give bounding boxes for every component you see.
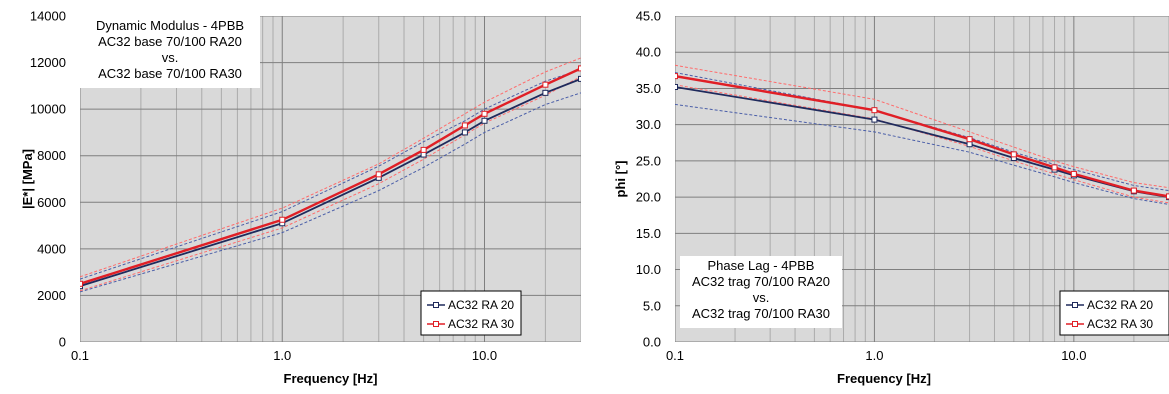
annotation-box <box>80 16 260 88</box>
legend-label: AC32 RA 30 <box>448 317 514 331</box>
series-group <box>80 57 581 293</box>
confidence-band-upper-line <box>675 72 1169 192</box>
x-axis-title: Frequency [Hz] <box>284 371 378 386</box>
legend-swatch-marker <box>433 321 439 327</box>
confidence-band-lower-line <box>80 76 581 292</box>
data-point <box>1051 164 1058 171</box>
legend: AC32 RA 20 AC32 RA 30 <box>1059 290 1169 336</box>
annotation-line: vs. <box>753 290 770 305</box>
y-tick-label: 8000 <box>37 148 66 163</box>
data-point <box>578 75 581 82</box>
data-point <box>966 141 973 148</box>
legend-label: AC32 RA 20 <box>1087 298 1153 312</box>
data-point <box>542 89 549 96</box>
x-tick-label: 1.0 <box>865 348 883 363</box>
series-group <box>675 64 1169 205</box>
confidence-band-upper-line <box>675 64 1169 189</box>
y-axis-title: |E*| [MPa] <box>20 149 35 209</box>
y-tick-label: 25.0 <box>636 153 661 168</box>
legend: AC32 RA 20 AC32 RA 30 <box>420 290 522 336</box>
legend-swatch-marker <box>1072 302 1078 308</box>
data-point <box>1130 187 1137 194</box>
y-tick-label: 10000 <box>30 102 66 117</box>
y-tick-label: 15.0 <box>636 226 661 241</box>
y-tick-label: 6000 <box>37 195 66 210</box>
x-tick-label: 1.0 <box>273 348 291 363</box>
annotation-line: AC32 trag 70/100 RA20 <box>692 274 830 289</box>
data-point <box>542 81 549 88</box>
data-point <box>461 129 468 136</box>
legend-swatch-marker <box>433 302 439 308</box>
y-tick-label: 5.0 <box>643 298 661 313</box>
y-tick-label: 14000 <box>30 9 66 24</box>
confidence-band-lower-line <box>80 92 581 293</box>
data-point <box>481 110 488 117</box>
modulus-chart: 0 2000 4000 6000 8000 10000 12000 14000 0.1 1.0 10… <box>20 9 581 386</box>
y-tick-label: 45.0 <box>636 9 661 24</box>
annotation-line: AC32 trag 70/100 RA30 <box>692 306 830 321</box>
series-line-ra20 <box>80 78 581 287</box>
annotation-line: vs. <box>162 50 179 65</box>
data-point <box>80 280 83 287</box>
annotation-line: Dynamic Modulus - 4PBB <box>96 18 244 33</box>
y-tick-label: 35.0 <box>636 81 661 96</box>
data-point <box>420 146 427 153</box>
confidence-band-upper-line <box>80 69 581 280</box>
data-point <box>871 107 878 114</box>
phase-chart: 0.0 5.0 10.0 15.0 20.0 25.0 30.0 35.0 40.0 45.0 0.… <box>613 9 1169 386</box>
series-line-ra30 <box>675 74 1169 198</box>
data-point <box>375 171 382 178</box>
y-tick-label: 2000 <box>37 288 66 303</box>
data-point <box>675 73 678 80</box>
annotation-box <box>680 256 842 328</box>
data-point <box>966 136 973 143</box>
legend-label: AC32 RA 20 <box>448 298 514 312</box>
y-tick-label: 20.0 <box>636 190 661 205</box>
x-tick-label: 10.0 <box>472 348 497 363</box>
x-tick-label: 10.0 <box>1061 348 1086 363</box>
confidence-band-lower-line <box>675 103 1169 205</box>
series-line-ra30 <box>80 67 581 285</box>
x-tick-label: 0.1 <box>71 348 89 363</box>
data-point <box>871 116 878 123</box>
data-point <box>578 65 581 72</box>
legend-box <box>420 290 522 336</box>
data-point <box>675 83 678 90</box>
x-axis-title: Frequency [Hz] <box>837 371 931 386</box>
y-tick-label: 12000 <box>30 55 66 70</box>
annotation-line: AC32 base 70/100 RA30 <box>98 66 242 81</box>
data-point <box>481 117 488 124</box>
data-point <box>1166 193 1169 200</box>
y-tick-label: 4000 <box>37 241 66 256</box>
y-tick-label: 40.0 <box>636 45 661 60</box>
legend-label: AC32 RA 30 <box>1087 317 1153 331</box>
y-axis-title: phi [°] <box>613 161 628 198</box>
y-tick-label: 0 <box>59 335 66 350</box>
y-tick-label: 10.0 <box>636 262 661 277</box>
legend-swatch-marker <box>1072 321 1078 327</box>
legend-box <box>1059 290 1169 336</box>
y-tick-label: 30.0 <box>636 117 661 132</box>
y-tick-label: 0.0 <box>643 335 661 350</box>
data-point <box>1010 151 1017 158</box>
confidence-band-upper-line <box>80 57 581 278</box>
confidence-band-lower-line <box>675 84 1169 204</box>
data-point <box>279 216 286 223</box>
data-point <box>1070 170 1077 177</box>
annotation-line: Phase Lag - 4PBB <box>708 258 815 273</box>
data-point <box>461 122 468 129</box>
x-tick-label: 0.1 <box>666 348 684 363</box>
annotation-line: AC32 base 70/100 RA20 <box>98 34 242 49</box>
